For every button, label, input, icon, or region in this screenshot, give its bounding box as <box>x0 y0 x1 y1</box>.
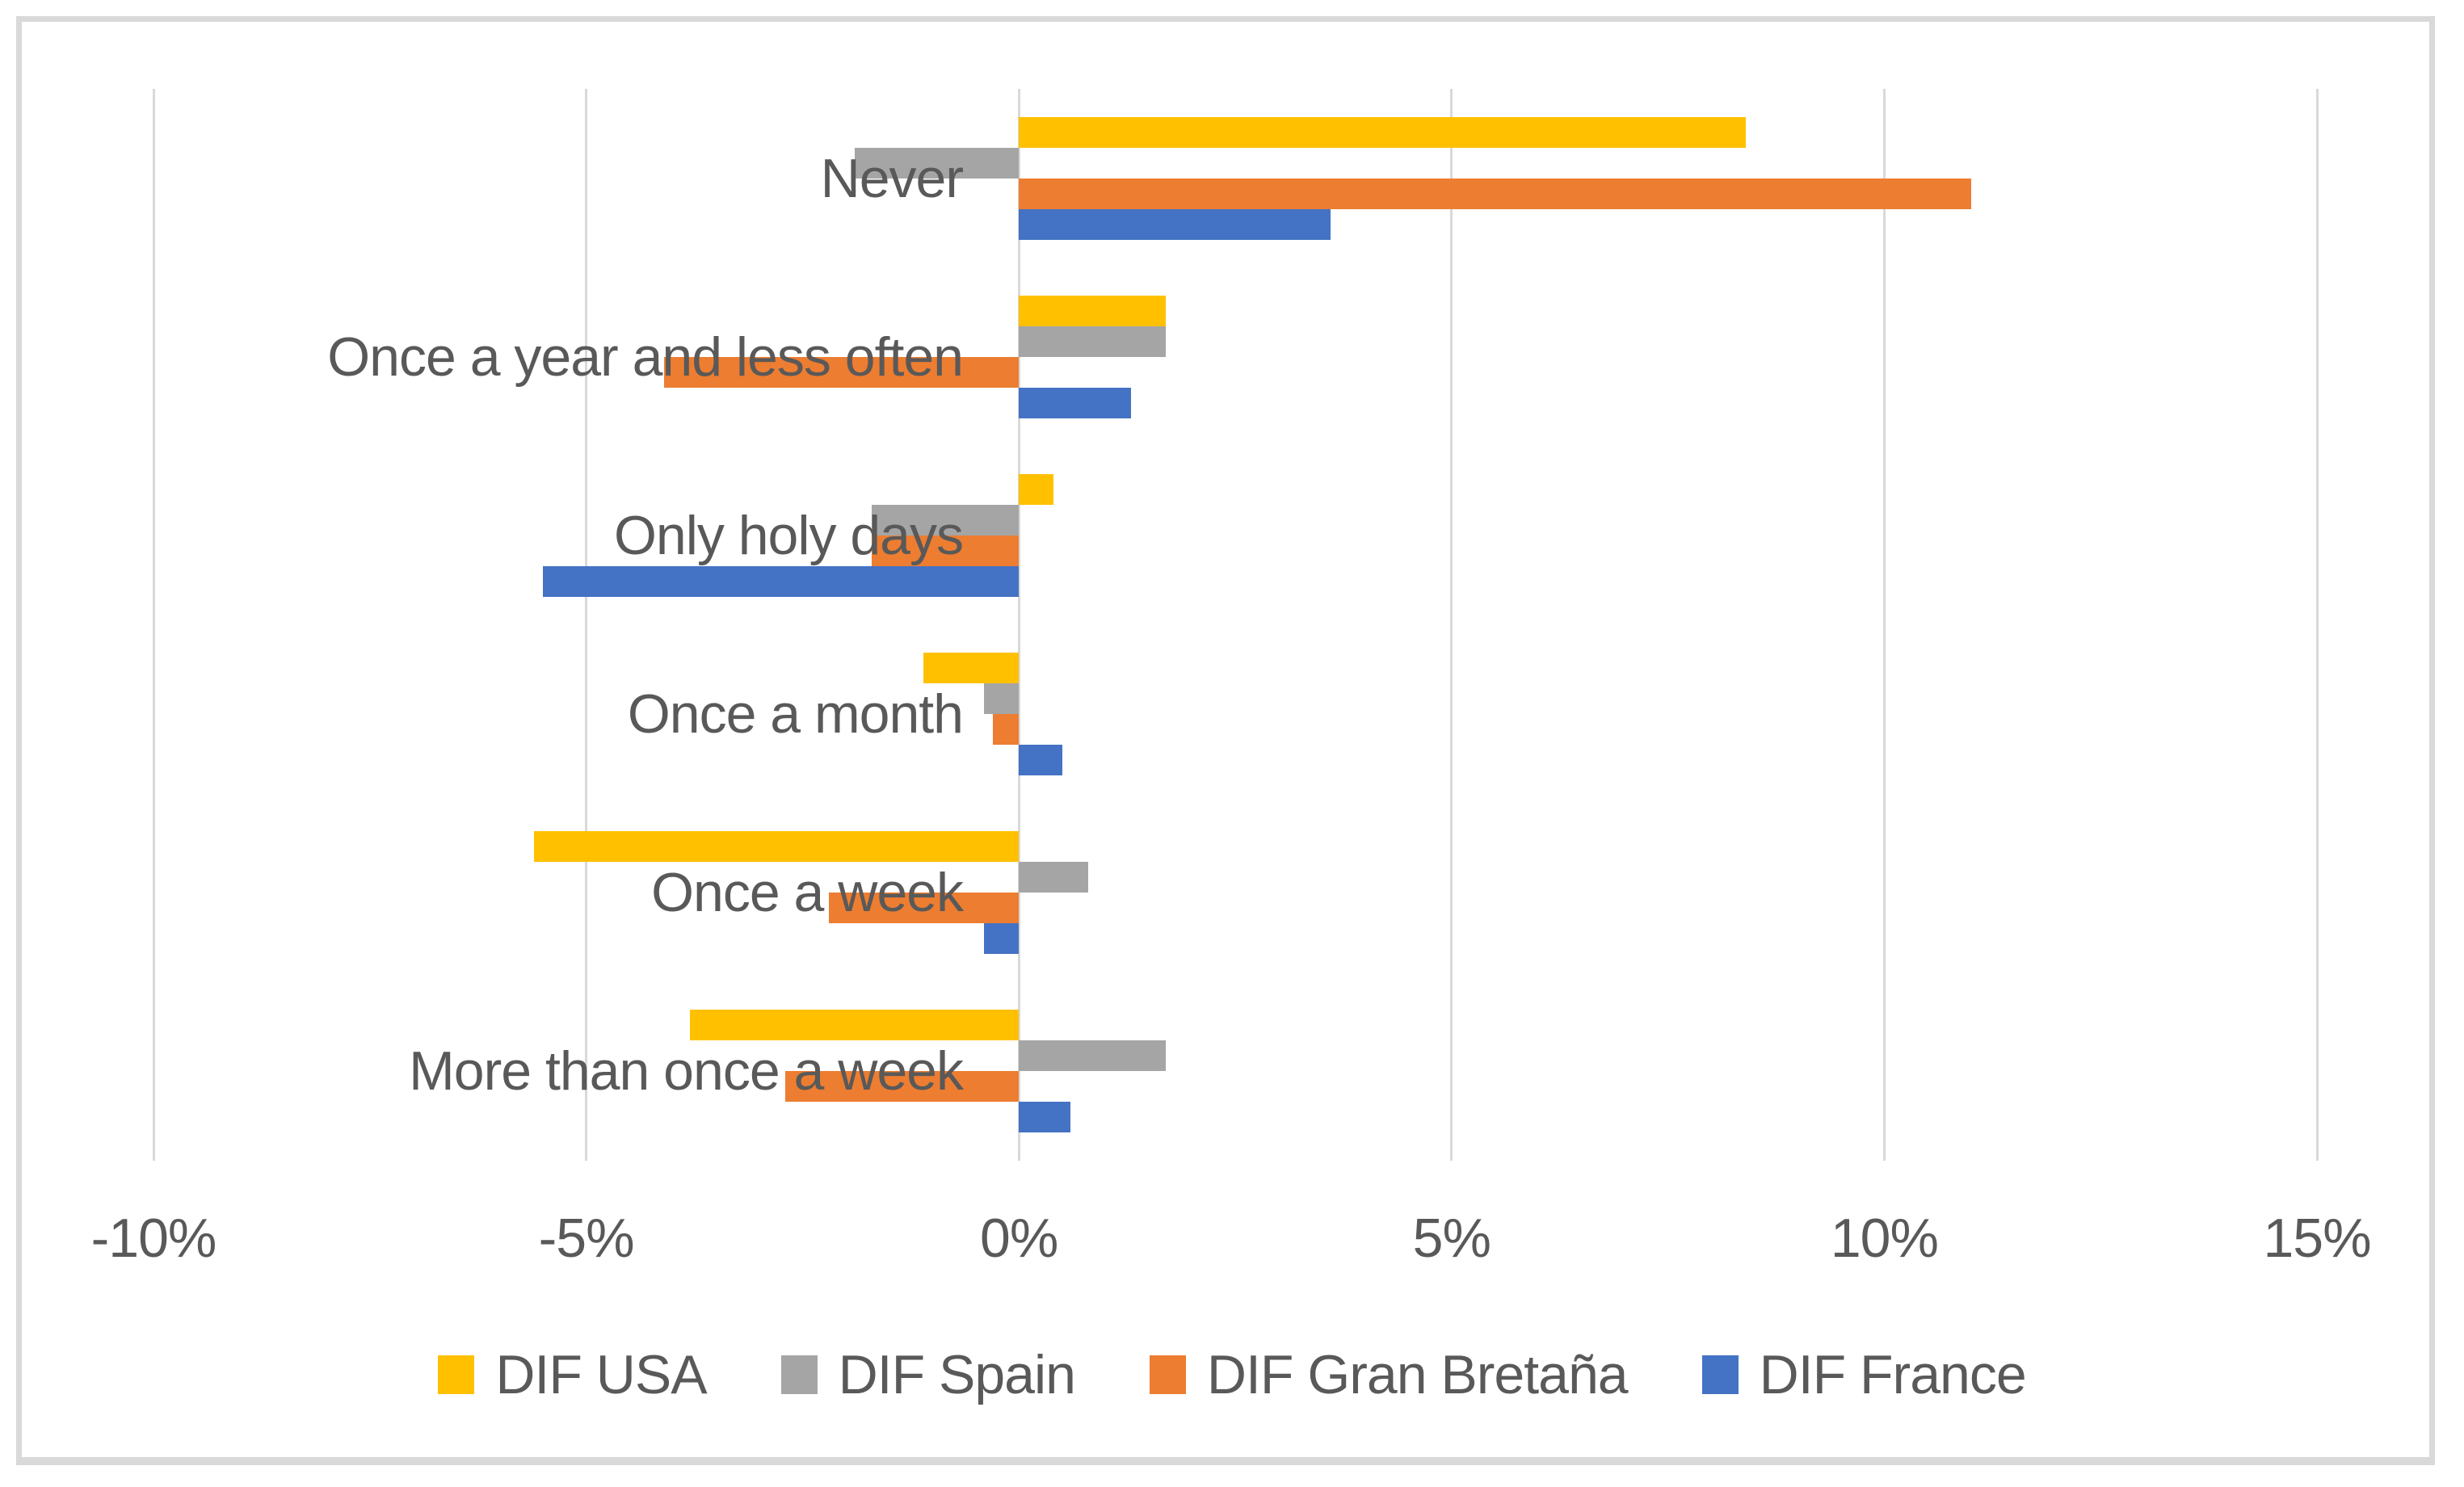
bar <box>923 653 1020 684</box>
legend-item: DIF Gran Bretaña <box>1149 1342 1629 1407</box>
bar <box>1019 116 1746 148</box>
category-label: More than once a week <box>409 1040 964 1103</box>
category-label: Only holy days <box>614 504 964 566</box>
bar <box>984 923 1020 955</box>
bar <box>1019 473 1054 505</box>
bar <box>1019 1040 1167 1072</box>
bar <box>1019 387 1132 418</box>
bar <box>828 893 1020 924</box>
axis-tick-label: 15% <box>2263 1208 2371 1269</box>
gridline--5 <box>585 89 588 1161</box>
bar <box>993 714 1020 746</box>
category-label: Once a month <box>627 683 964 746</box>
bar <box>690 1010 1020 1041</box>
bar <box>784 1071 1020 1103</box>
bar <box>1019 745 1062 776</box>
axis-tick-label: 0% <box>980 1208 1058 1269</box>
bar <box>854 147 1020 179</box>
axis-tick-label: -5% <box>538 1208 635 1269</box>
category-label: Once a week <box>651 862 964 924</box>
bar <box>1019 862 1088 893</box>
bar <box>664 356 1020 388</box>
legend-swatch-icon <box>438 1355 475 1394</box>
axis-tick-label: 10% <box>1830 1208 1939 1269</box>
bar <box>1019 295 1167 326</box>
chart-legend: DIF USA DIF Spain DIF Gran Bretaña DIF Fran… <box>0 1342 2464 1407</box>
bar <box>1019 178 1971 209</box>
gridline-10 <box>1882 89 1886 1161</box>
gridline-15 <box>2315 89 2319 1161</box>
legend-item: DIF Spain <box>780 1342 1076 1407</box>
bar <box>1019 208 1331 240</box>
axis-tick-label: 5% <box>1412 1208 1491 1269</box>
gridline-5 <box>1450 89 1453 1161</box>
bar <box>984 683 1020 715</box>
axis-tick-label: -10% <box>90 1208 217 1269</box>
legend-swatch-icon <box>1701 1355 1739 1394</box>
legend-swatch-icon <box>1149 1355 1186 1394</box>
legend-label: DIF France <box>1759 1344 2027 1405</box>
bar <box>872 535 1020 566</box>
category-label: Never <box>820 147 964 209</box>
bar <box>534 831 1020 863</box>
gridline-0 <box>1017 89 1020 1161</box>
legend-label: DIF Gran Bretaña <box>1206 1344 1629 1405</box>
legend-label: DIF USA <box>495 1344 707 1405</box>
gridline--10 <box>152 89 155 1161</box>
bar <box>1019 1102 1071 1133</box>
category-label: Once a year and less often <box>327 326 964 388</box>
legend-item: DIF France <box>1701 1342 2027 1407</box>
bar <box>543 565 1020 597</box>
chart-border-frame <box>16 16 2435 1465</box>
legend-label: DIF Spain <box>838 1344 1076 1405</box>
legend-item: DIF USA <box>438 1342 708 1407</box>
bar <box>872 504 1020 536</box>
legend-swatch-icon <box>780 1355 818 1394</box>
bar <box>1019 326 1167 357</box>
